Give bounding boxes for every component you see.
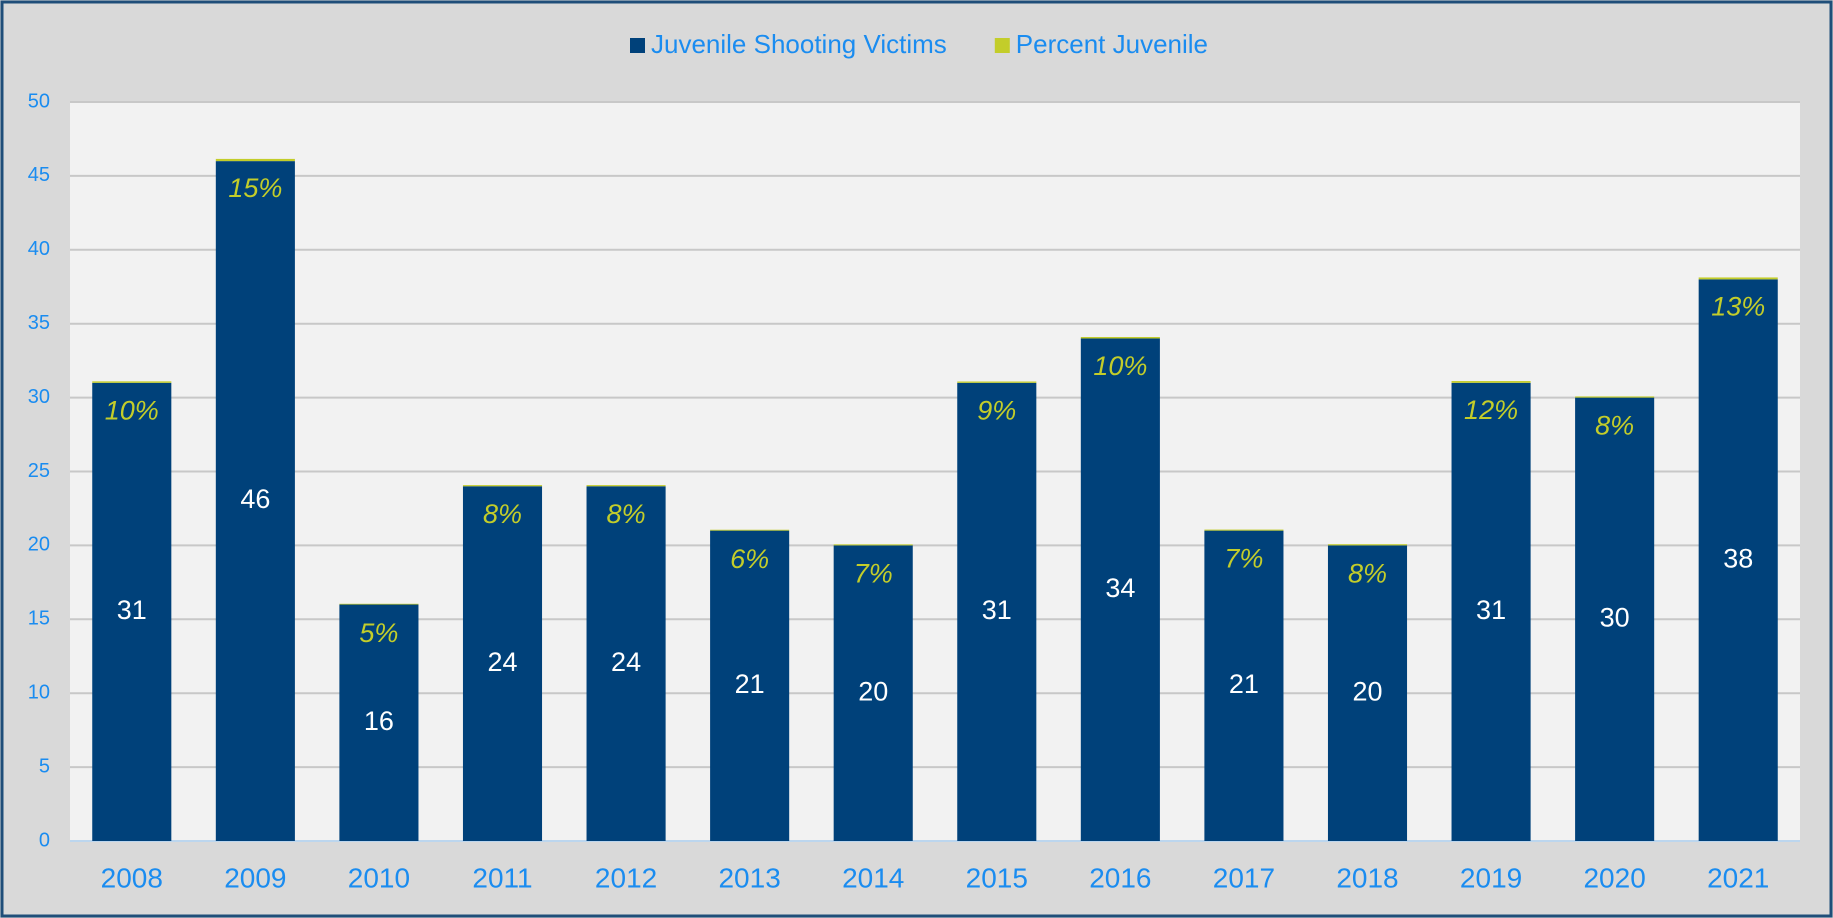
x-tick-label: 2013: [718, 862, 780, 893]
percent-label: 8%: [1348, 558, 1387, 588]
y-tick-label: 0: [39, 829, 50, 851]
value-label: 21: [1229, 669, 1259, 699]
y-tick-label: 35: [28, 312, 50, 334]
bar-segment: [462, 486, 543, 841]
percent-label: 6%: [730, 544, 769, 574]
y-tick-label: 50: [28, 90, 50, 112]
bar-segment: [1575, 397, 1655, 841]
percent-label: 10%: [105, 395, 159, 425]
bar-segment: [710, 529, 790, 531]
value-label: 20: [858, 676, 888, 706]
x-tick-label: 2011: [472, 862, 532, 893]
percent-label: 8%: [1595, 411, 1634, 441]
bar-segment: [215, 161, 295, 841]
legend-label: Percent Juvenile: [1016, 29, 1208, 59]
value-label: 46: [240, 484, 270, 514]
y-tick-label: 5: [39, 755, 50, 777]
percent-label: 7%: [854, 558, 893, 588]
percent-label: 13%: [1711, 292, 1765, 322]
bar-segment: [1327, 545, 1408, 841]
value-label: 31: [982, 595, 1012, 625]
bar-segment: [215, 158, 295, 162]
bar-segment: [957, 381, 1037, 383]
legend-swatch: [994, 38, 1010, 53]
x-tick-label: 2015: [966, 862, 1028, 893]
legend-label: Juvenile Shooting Victims: [651, 29, 947, 59]
bar-segment: [92, 381, 172, 383]
y-tick-label: 15: [28, 608, 50, 630]
value-label: 30: [1600, 602, 1630, 632]
x-tick-label: 2014: [842, 862, 904, 893]
x-tick-label: 2010: [348, 862, 410, 893]
value-label: 16: [364, 706, 394, 736]
value-label: 31: [1476, 595, 1506, 625]
x-tick-label: 2012: [595, 862, 657, 893]
percent-label: 7%: [1224, 544, 1263, 574]
legend-swatch: [630, 38, 645, 53]
bar-segment: [1327, 544, 1408, 546]
value-label: 24: [487, 647, 517, 677]
bar-segment: [833, 544, 913, 546]
bar-segment: [1204, 530, 1284, 841]
y-tick-label: 40: [28, 238, 50, 260]
bar-segment: [92, 382, 172, 841]
y-tick-label: 30: [28, 386, 50, 408]
percent-label: 15%: [228, 173, 282, 203]
x-tick-label: 2021: [1707, 862, 1769, 893]
bar-segment: [710, 530, 790, 841]
bar-segment: [1698, 279, 1778, 841]
y-tick-label: 45: [28, 164, 50, 186]
y-tick-label: 25: [28, 460, 50, 482]
bar-segment: [1698, 277, 1778, 280]
bar-segment: [339, 604, 419, 841]
bar-segment: [1080, 337, 1160, 339]
bar-segment: [957, 382, 1037, 841]
x-tick-label: 2009: [224, 862, 286, 893]
value-label: 34: [1105, 573, 1135, 603]
x-tick-label: 2020: [1583, 862, 1645, 893]
bar-segment: [586, 485, 666, 487]
y-tick-label: 10: [28, 681, 50, 703]
bar-segment: [339, 603, 419, 605]
x-tick-label: 2016: [1089, 862, 1151, 893]
bar-segment: [1204, 529, 1284, 531]
bar-segment: [1575, 396, 1655, 398]
bar-segment: [1451, 381, 1531, 383]
x-tick-label: 2008: [101, 862, 163, 893]
value-label: 38: [1723, 543, 1753, 573]
x-tick-label: 2018: [1336, 862, 1398, 893]
value-label: 21: [735, 669, 765, 699]
value-label: 31: [117, 595, 147, 625]
value-label: 24: [611, 647, 641, 677]
bar-segment: [462, 485, 543, 487]
bar-segment: [1080, 338, 1160, 841]
x-tick-label: 2019: [1460, 862, 1522, 893]
x-tick-label: 2017: [1213, 862, 1275, 893]
percent-label: 12%: [1464, 395, 1518, 425]
percent-label: 9%: [977, 396, 1016, 426]
percent-label: 8%: [607, 499, 646, 529]
bar-segment: [833, 545, 913, 841]
value-label: 20: [1352, 676, 1382, 706]
percent-label: 5%: [359, 618, 398, 648]
bar-segment: [586, 486, 666, 841]
bar-segment: [1451, 382, 1531, 841]
percent-label: 10%: [1093, 351, 1147, 381]
percent-label: 8%: [483, 499, 522, 529]
y-tick-label: 20: [28, 534, 50, 556]
